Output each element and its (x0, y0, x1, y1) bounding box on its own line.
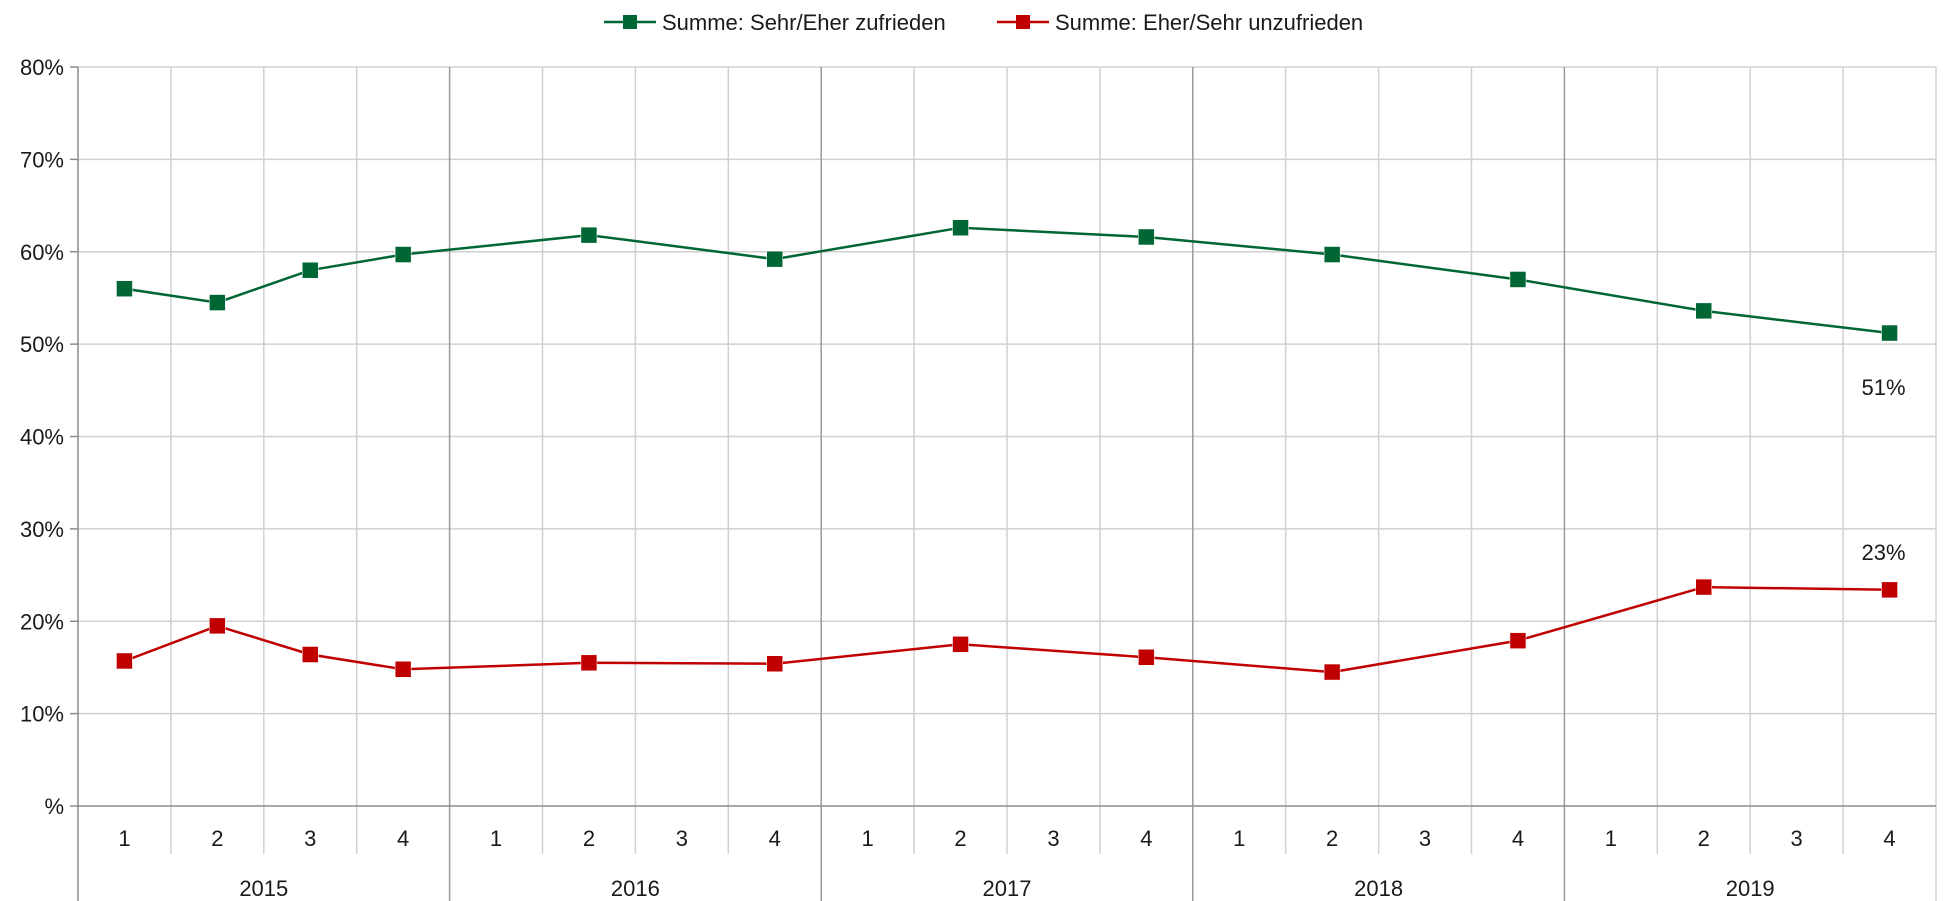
x-tick-label-quarter: 4 (1140, 826, 1152, 851)
series-group (116, 219, 1898, 681)
x-tick-label-quarter: 1 (1233, 826, 1245, 851)
x-tick-label-quarter: 2 (583, 826, 595, 851)
axes (70, 66, 1936, 901)
x-tick-label-quarter: 1 (490, 826, 502, 851)
series-1-marker (1323, 246, 1341, 263)
x-tick-label-year: 2015 (239, 876, 288, 901)
x-tick-label-year: 2018 (1354, 876, 1403, 901)
legend-item-2: Summe: Eher/Sehr unzufrieden (997, 10, 1363, 35)
x-tick-label-quarter: 3 (1419, 826, 1431, 851)
series-1-marker (1138, 228, 1155, 246)
x-tick-label-quarter: 2 (1326, 826, 1338, 851)
legend-marker (623, 15, 637, 29)
series-1-marker (1509, 271, 1527, 288)
x-tick-label-quarter: 3 (304, 826, 316, 851)
series-2-marker (1695, 578, 1712, 596)
series-2-marker (394, 661, 412, 678)
y-tick-label: 30% (20, 517, 64, 542)
x-tick-label-quarter: 4 (1883, 826, 1895, 851)
x-tick-label-year: 2017 (983, 876, 1032, 901)
x-tick-label-quarter: 3 (1047, 826, 1059, 851)
data-label-series-1-end: 51% (1862, 375, 1906, 400)
legend-label: Summe: Sehr/Eher zufrieden (662, 10, 946, 35)
series-1-marker (580, 226, 598, 244)
y-tick-label: 70% (20, 147, 64, 172)
data-label-series-2-end: 23% (1862, 540, 1906, 565)
series-2-marker (116, 652, 133, 670)
x-tick-label-quarter: 2 (211, 826, 223, 851)
y-tick-label: 10% (20, 702, 64, 727)
series-2-marker (302, 646, 319, 663)
grid-lines (78, 66, 1937, 901)
x-axis-tick-labels: 1 2 3 4 1 2 3 4 1 2 3 4 1 2 3 4 1 2 3 4 2015 2016 2017 2018 2019 (118, 826, 1895, 901)
y-axis-tick-labels: % 10% 20% 30% 40% 50% 60% 70% 80% (20, 55, 64, 819)
series-2-marker (1323, 663, 1341, 681)
series-1-marker (116, 280, 133, 297)
x-tick-label-quarter: 4 (397, 826, 409, 851)
series-line-1 (124, 226, 1890, 335)
series-2-marker (1509, 632, 1527, 649)
x-tick-label-quarter: 2 (954, 826, 966, 851)
y-tick-label: 80% (20, 55, 64, 80)
series-2-marker (1138, 649, 1155, 666)
series-1-marker (209, 294, 226, 311)
series-2-marker (209, 617, 226, 635)
legend-marker (1016, 15, 1030, 29)
series-2-marker (952, 636, 969, 653)
y-tick-label: 50% (20, 332, 64, 357)
x-tick-label-year: 2016 (611, 876, 660, 901)
x-tick-label-quarter: 1 (862, 826, 874, 851)
x-tick-label-year: 2019 (1726, 876, 1775, 901)
series-1-marker (1695, 302, 1712, 320)
x-tick-label-quarter: 3 (676, 826, 688, 851)
x-tick-label-quarter: 4 (769, 826, 781, 851)
x-tick-label-quarter: 3 (1791, 826, 1803, 851)
series-2-marker (1881, 581, 1898, 599)
series-2-marker (766, 655, 783, 672)
series-1-marker (394, 246, 412, 263)
y-tick-label: 20% (20, 609, 64, 634)
x-tick-label-quarter: 2 (1698, 826, 1710, 851)
y-tick-label: % (44, 794, 64, 819)
data-labels: 51% 23% (1862, 375, 1906, 565)
series-1-marker (302, 261, 319, 279)
series-1-marker (952, 219, 969, 236)
x-tick-label-quarter: 4 (1512, 826, 1524, 851)
x-tick-label-quarter: 1 (118, 826, 130, 851)
x-tick-label-quarter: 1 (1605, 826, 1617, 851)
y-tick-label: 60% (20, 240, 64, 265)
series-line-2 (124, 585, 1890, 674)
series-1-marker (1881, 324, 1898, 342)
y-tick-label: 40% (20, 425, 64, 450)
legend-item-1: Summe: Sehr/Eher zufrieden (604, 10, 946, 35)
series-2-marker (580, 654, 598, 672)
legend-label: Summe: Eher/Sehr unzufrieden (1055, 10, 1363, 35)
legend: Summe: Sehr/Eher zufrieden Summe: Eher/Se… (604, 10, 1363, 35)
series-1-marker (766, 250, 783, 268)
